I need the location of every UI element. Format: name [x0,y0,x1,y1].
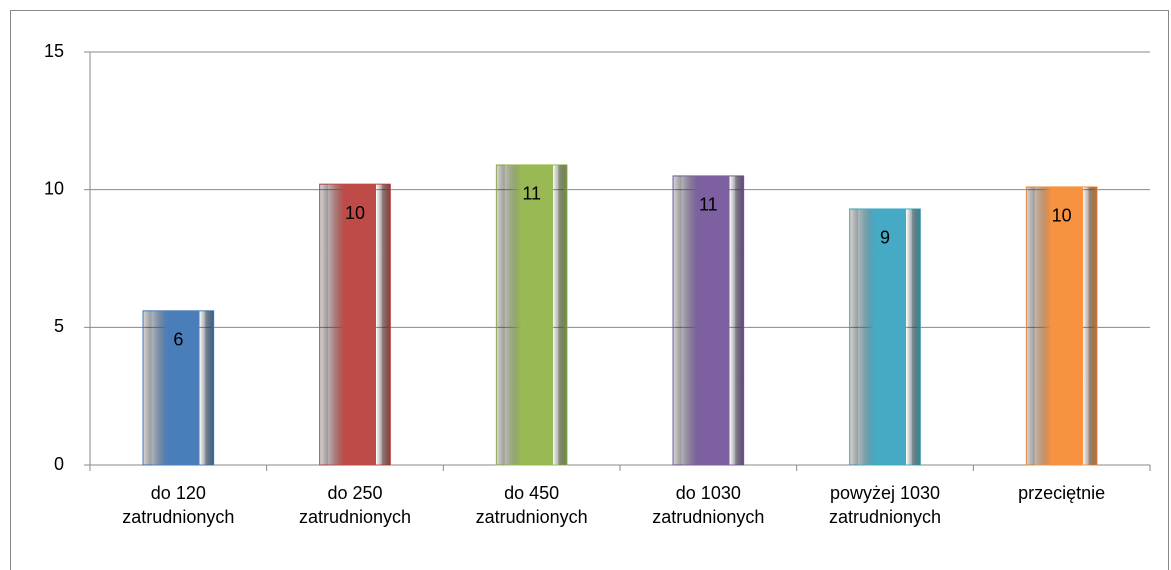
x-tick-label: do 120 zatrudnionych [122,483,235,527]
y-tick-label: 5 [54,316,64,336]
bar-shade [558,164,567,466]
data-label: 6 [173,330,183,350]
bar-shade [849,208,859,465]
x-tick-label: do 1030 zatrudnionych [652,483,765,527]
bar [1025,186,1098,466]
bar-shade [735,175,744,465]
bar [142,310,215,466]
data-label: 11 [522,184,541,204]
y-tick-label: 15 [44,41,64,61]
x-tick-label: do 250 zatrudnionych [298,483,412,527]
bar-shade [911,208,921,465]
y-tick-label: 0 [54,454,64,474]
bar [319,183,391,466]
y-tick-label: 10 [44,178,64,198]
data-label: 10 [345,203,365,223]
bar-shade [205,310,214,465]
bar-shade [673,175,682,465]
data-label: 9 [880,228,890,248]
bar-shade [143,310,152,465]
bar-shade [496,164,505,466]
bar-shade [1026,186,1035,465]
data-label: 11 [699,195,718,215]
bar [495,164,568,466]
bar [849,208,921,466]
bar-shade [319,184,329,465]
bar [672,175,745,466]
bar-shade [1088,186,1097,465]
x-tick-label: przeciętnie [1018,483,1106,503]
data-label: 10 [1052,206,1072,226]
x-tick-label: do 450 zatrudnionych [475,483,588,527]
x-tick-label: powyżej 1030 zatrudnionych [828,483,942,527]
bar-shade [381,184,391,465]
chart-frame [10,10,1169,570]
